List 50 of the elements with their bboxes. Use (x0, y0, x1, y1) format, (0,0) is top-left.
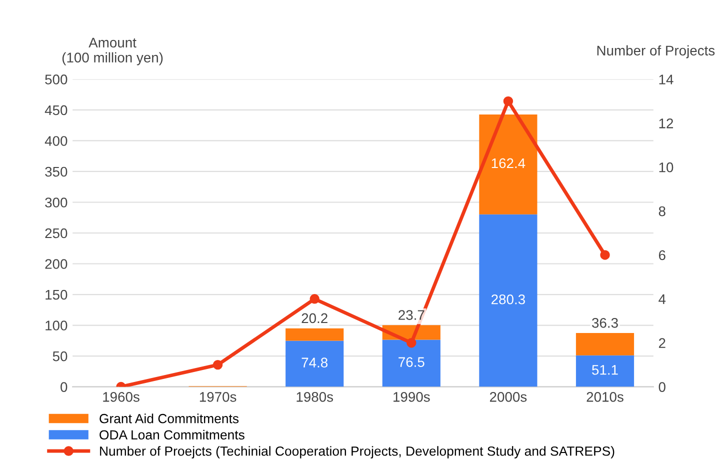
bar (479, 214, 538, 387)
data-label: 51.1 (592, 365, 618, 375)
bar (286, 328, 344, 341)
data-label: 20.2 (302, 313, 328, 324)
x-tick-label: 1960s (103, 392, 140, 402)
y-tick-label: 300 (45, 198, 68, 208)
y-tick-label: 150 (46, 290, 68, 300)
y2-tick-label: 4 (658, 294, 666, 304)
bar (576, 355, 634, 387)
data-label: 23.7 (398, 310, 424, 320)
bar (479, 114, 538, 214)
y2-tick-label: 10 (659, 162, 674, 172)
y-tick-label: 100 (46, 320, 68, 330)
y2-tick-label: 2 (658, 338, 666, 348)
point (406, 338, 416, 348)
y2-axis-title: Number of Projects (597, 45, 715, 58)
point (600, 250, 610, 260)
point (503, 96, 514, 106)
legend-label: ODA Loan Commitments (100, 430, 244, 440)
legend-label: Grant Aid Commitments (100, 414, 239, 424)
point (310, 294, 320, 304)
y-tick-label: 200 (45, 259, 68, 269)
bar (382, 340, 440, 387)
data-label: 280.3 (492, 294, 525, 304)
y-tick-label: 450 (44, 105, 68, 116)
x-tick-label: 2000s (490, 392, 527, 402)
y-tick-label: 50 (52, 351, 68, 362)
y2-tick-label: 8 (658, 206, 666, 216)
y-tick-label: 400 (44, 136, 68, 146)
x-tick-label: 1980s (296, 392, 334, 402)
data-label: 76.5 (398, 357, 424, 367)
bar (286, 340, 344, 387)
y2-tick-label: 14 (659, 74, 674, 84)
y-axis-title: Amount (100 million yen) (62, 38, 163, 66)
y2-tick-label: 12 (659, 118, 674, 128)
x-tick-label: 2010s (586, 392, 624, 402)
legend-label: Number of Proejcts (Techinial Cooperation Projects, Development Study and SATREPS) (100, 446, 614, 458)
y-tick-label: 500 (45, 74, 68, 84)
data-label: 162.4 (492, 158, 526, 168)
bar (576, 333, 634, 356)
x-tick-label: 1970s (200, 392, 236, 402)
data-label: 74.8 (302, 358, 328, 368)
point (212, 360, 223, 370)
data-label: 36.3 (592, 318, 618, 328)
y-tick-label: 350 (45, 166, 68, 177)
y2-tick-label: 6 (658, 250, 666, 260)
y-tick-label: 0 (60, 382, 68, 392)
y2-tick-label: 0 (658, 382, 666, 392)
y-tick-label: 250 (45, 228, 68, 238)
x-tick-label: 1990s (394, 392, 430, 402)
